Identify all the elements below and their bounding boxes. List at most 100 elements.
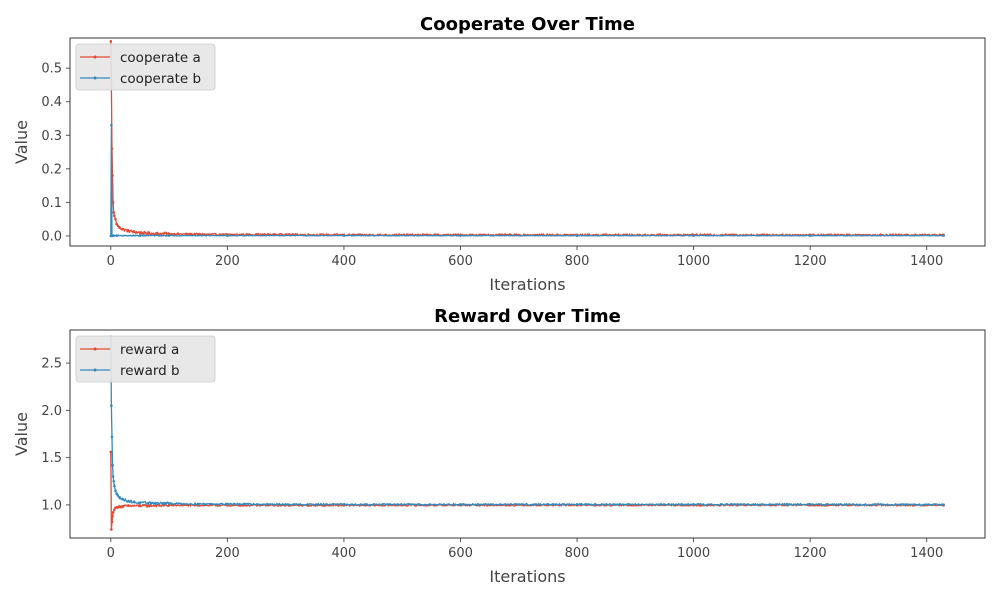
data-point (115, 222, 118, 226)
x-tick-label: 1200 (794, 546, 827, 561)
data-point (138, 501, 142, 505)
y-tick-label: 2.0 (41, 404, 62, 419)
data-point (459, 234, 462, 237)
series-line-a (110, 41, 944, 237)
data-point (942, 503, 945, 506)
legend-label: reward b (120, 363, 180, 379)
data-point (284, 503, 287, 506)
data-point (138, 234, 142, 237)
data-point (342, 503, 346, 506)
legend-marker (93, 55, 97, 59)
y-tick-label: 1.0 (41, 498, 62, 513)
data-point (111, 514, 114, 518)
data-point (126, 504, 130, 508)
data-point (112, 214, 116, 218)
data-point (112, 234, 116, 237)
series-line-a (110, 451, 944, 531)
data-point (167, 504, 171, 507)
x-tick-label: 1400 (910, 546, 943, 561)
data-point (126, 499, 130, 503)
data-point (109, 40, 113, 43)
legend: cooperate a cooperate b (75, 43, 216, 91)
y-tick-label: 0.5 (41, 62, 62, 77)
x-tick-label: 600 (448, 254, 473, 269)
data-point (138, 504, 142, 508)
data-point (342, 234, 346, 237)
data-point (226, 234, 229, 237)
data-point (109, 450, 113, 454)
legend-marker (93, 76, 97, 80)
x-tick-label: 0 (107, 546, 115, 561)
data-point (115, 234, 118, 237)
x-axis-label: Iterations (489, 567, 565, 586)
data-point (110, 404, 113, 407)
y-axis-label: Value (12, 412, 31, 456)
data-point (692, 503, 695, 506)
data-point (167, 234, 171, 237)
data-point (114, 489, 117, 493)
legend-box (75, 335, 216, 383)
plot-area (109, 40, 945, 238)
data-point (115, 492, 118, 495)
data-point (121, 227, 124, 231)
chart-title: Reward Over Time (434, 306, 621, 327)
y-tick-label: 0.0 (41, 229, 62, 244)
legend-box (75, 43, 216, 91)
x-tick-label: 600 (448, 546, 473, 561)
legend-marker (93, 347, 97, 351)
data-point (121, 505, 124, 508)
data-point (459, 503, 462, 506)
data-point (118, 505, 121, 509)
data-point (167, 502, 171, 505)
data-point (112, 484, 116, 488)
data-point (808, 503, 812, 506)
y-tick-label: 0.4 (41, 95, 62, 110)
x-tick-label: 400 (332, 546, 357, 561)
series-line-b (110, 124, 944, 237)
x-tick-label: 400 (332, 254, 357, 269)
data-point (942, 234, 945, 237)
axes-frame (69, 329, 986, 539)
y-tick-label: 0.3 (41, 129, 62, 144)
data-point (196, 502, 200, 506)
x-tick-label: 1000 (677, 254, 710, 269)
cooperate-chart: Cooperate Over Time 0 200 400 600 800 1000 1200… (12, 14, 986, 294)
data-point (575, 503, 579, 506)
data-point (112, 479, 116, 483)
y-tick-label: 0.1 (41, 196, 62, 211)
data-point (118, 496, 121, 499)
data-point (121, 497, 124, 501)
x-tick-label: 1000 (677, 546, 710, 561)
data-point (138, 231, 142, 234)
y-tick-label: 0.2 (41, 162, 62, 177)
data-point (126, 229, 130, 233)
data-point (112, 508, 116, 511)
data-point (111, 463, 114, 467)
y-tick-label: 1.5 (41, 451, 62, 466)
x-tick-label: 0 (107, 254, 115, 269)
x-tick-label: 200 (215, 254, 240, 269)
data-point (110, 520, 114, 524)
legend: reward a reward b (75, 335, 216, 383)
data-point (110, 528, 113, 531)
x-tick-label: 1400 (910, 254, 943, 269)
y-tick-label: 2.5 (41, 357, 62, 372)
data-point (692, 234, 695, 237)
x-axis-label: Iterations (489, 275, 565, 294)
data-point (118, 226, 121, 229)
plot-area (109, 335, 945, 531)
x-tick-label: 1200 (794, 254, 827, 269)
axes-frame (69, 37, 986, 247)
legend-marker (93, 368, 97, 372)
data-point (150, 501, 153, 505)
data-point (156, 232, 159, 235)
x-tick-label: 800 (565, 546, 590, 561)
data-point (144, 231, 148, 235)
data-point (116, 494, 120, 497)
data-point (111, 511, 115, 514)
data-point (115, 505, 118, 509)
data-point (114, 217, 117, 221)
chart-title: Cooperate Over Time (420, 14, 635, 35)
data-point (226, 502, 229, 506)
